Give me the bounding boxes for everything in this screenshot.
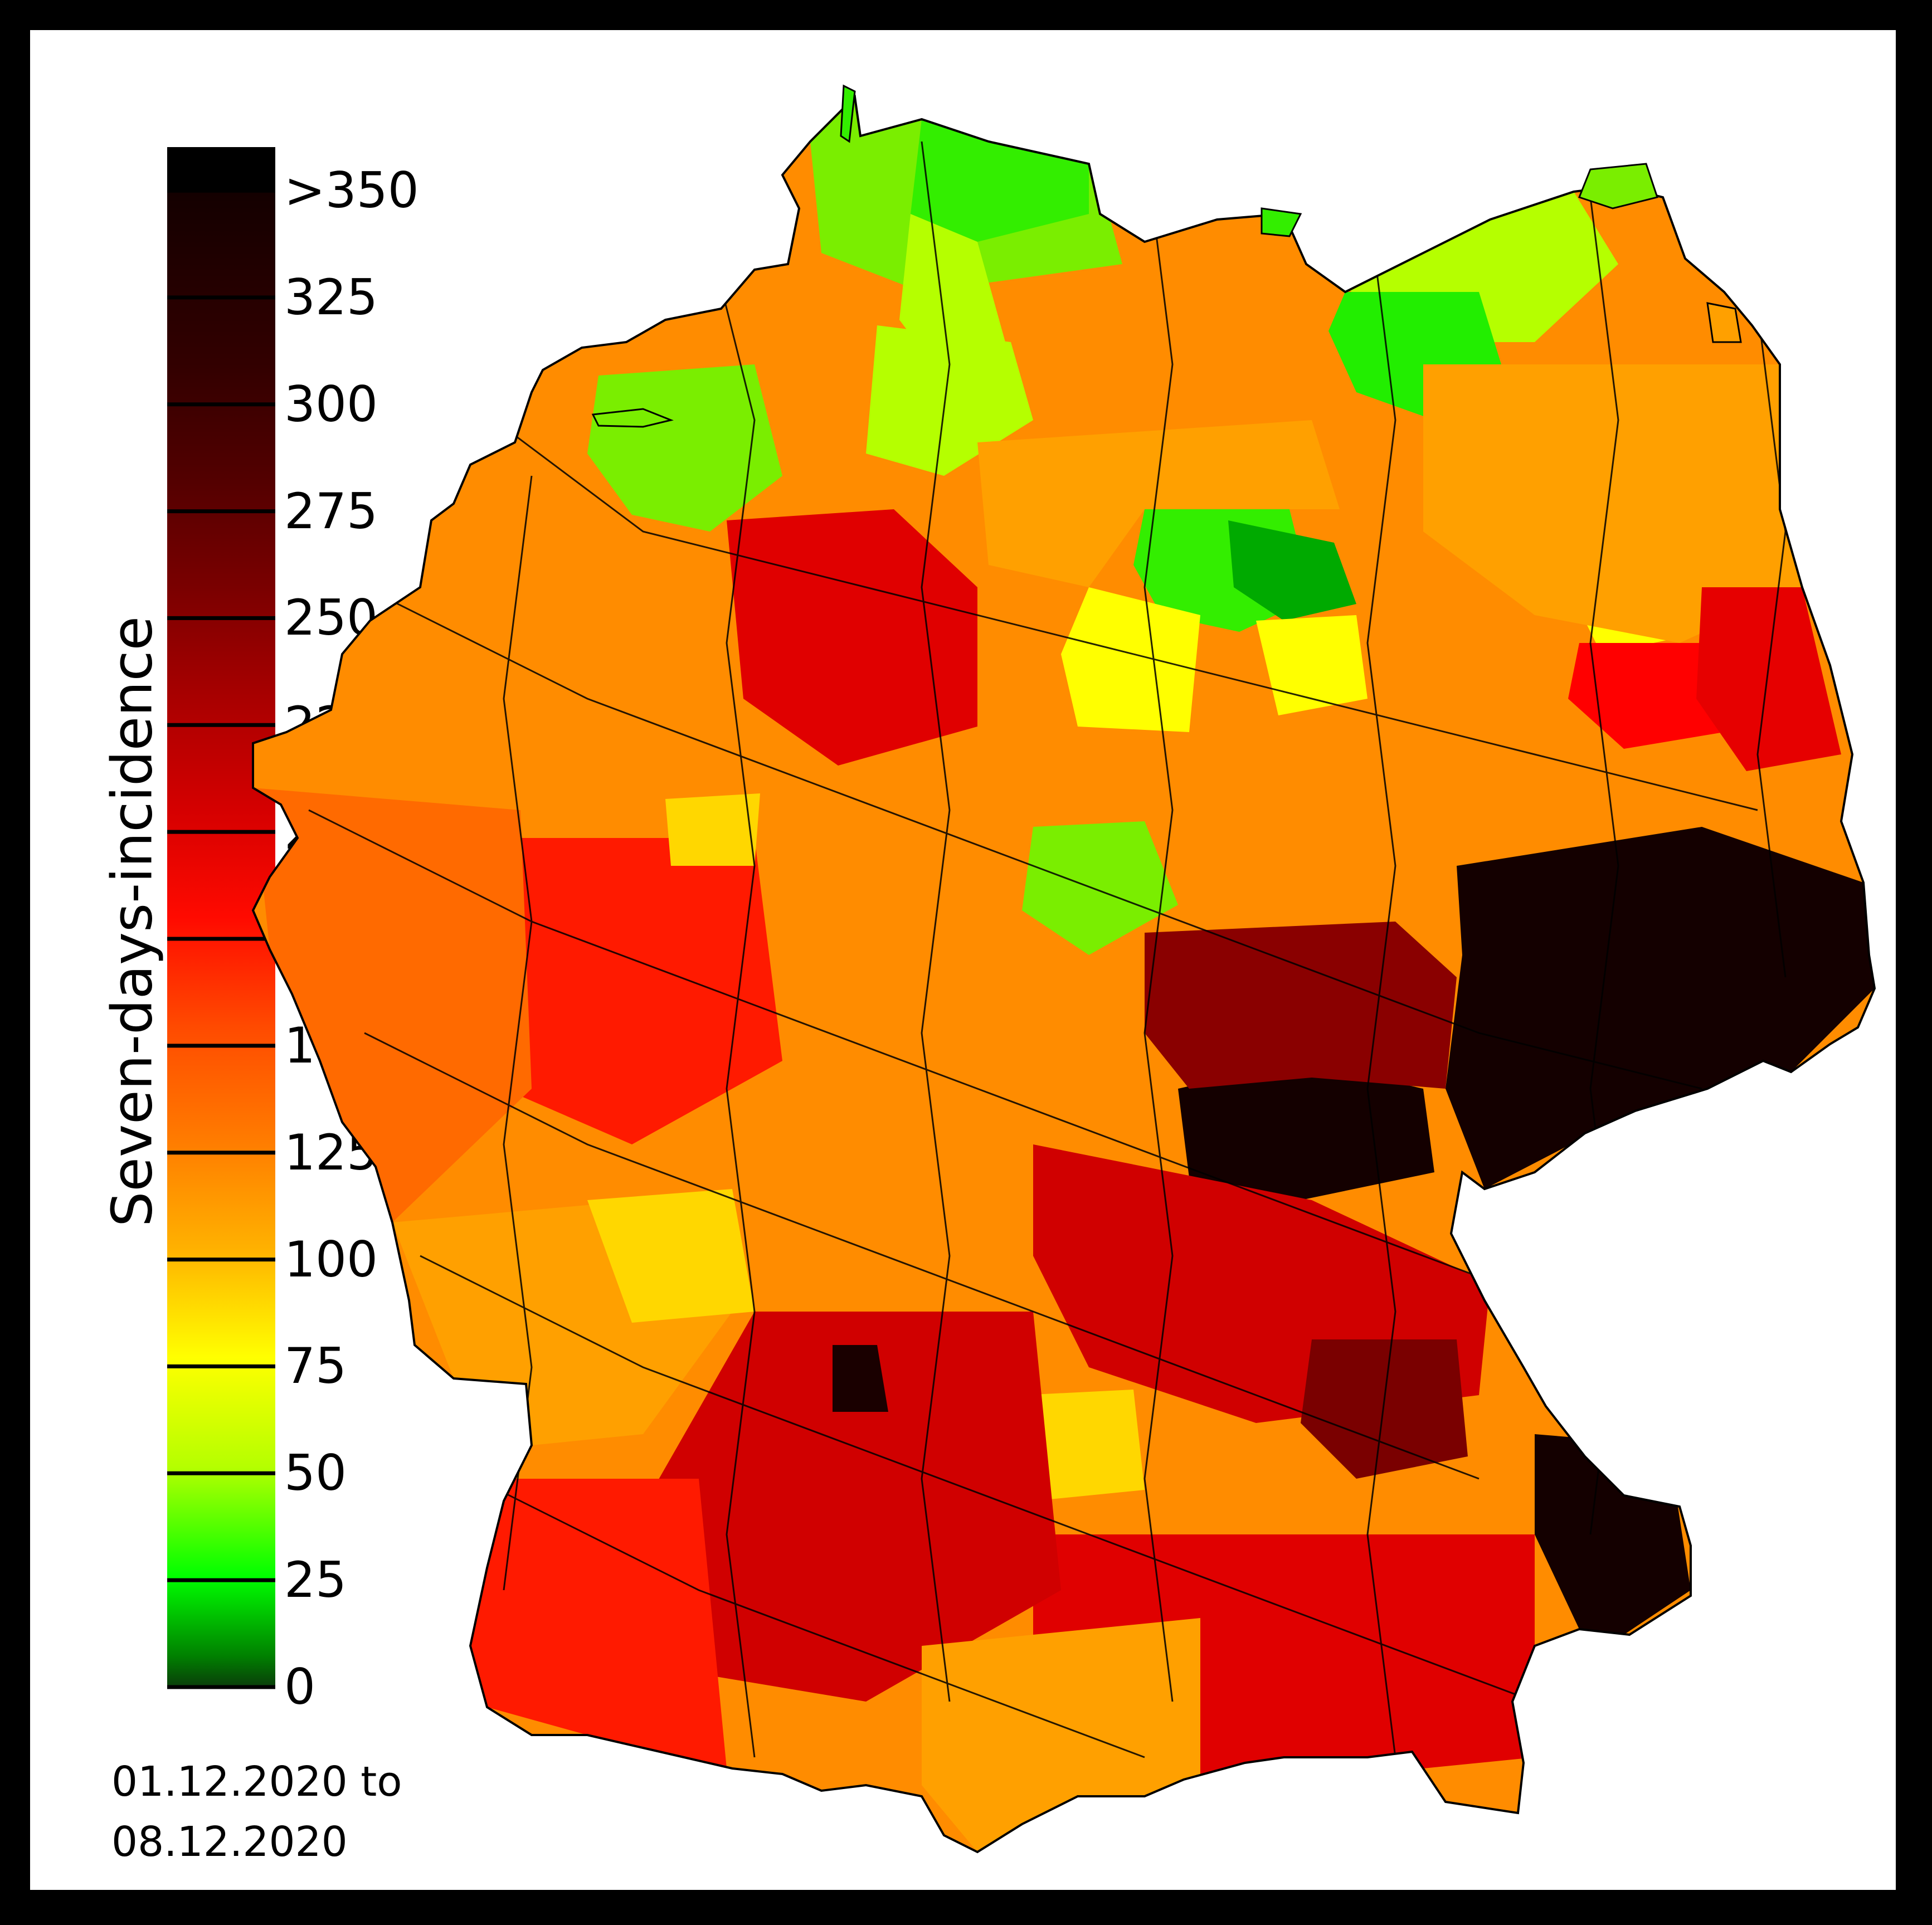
- island-fehmarn: [1261, 207, 1302, 237]
- colorbar-tick-label: 75: [284, 1337, 347, 1395]
- district-boundaries: [308, 141, 1787, 1758]
- colorbar-tick-label: 0: [284, 1658, 315, 1716]
- date-range: 01.12.2020 to 08.12.2020: [111, 1752, 402, 1872]
- region-bavaria-dark: [1301, 1339, 1468, 1479]
- region-yellow-east: [1256, 615, 1368, 715]
- region-bw-red: [643, 1312, 1061, 1702]
- island-usedom: [1706, 302, 1742, 343]
- region-saxony-extreme: [1446, 827, 1875, 1189]
- region-berlin-red: [1568, 643, 1724, 749]
- colorbar-tick-label: 325: [284, 268, 378, 326]
- island-sylt: [840, 84, 856, 143]
- region-kreis-a: [899, 214, 1005, 364]
- region-harz-dark-green: [1228, 520, 1356, 621]
- date-range-start: 01.12.2020 to: [111, 1758, 402, 1806]
- region-thuringia-extreme: [1178, 1061, 1434, 1200]
- colorbar-tick-label: 300: [284, 375, 378, 433]
- region-bavaria-yellow: [1022, 1390, 1145, 1501]
- island-north-sea: [591, 408, 674, 428]
- region-bw-south-orange: [922, 1618, 1200, 1852]
- region-lower-saxony-n: [866, 325, 1033, 476]
- region-lower-saxony-central: [977, 420, 1340, 587]
- region-lower-saxony-nw: [587, 364, 782, 532]
- date-range-end: 08.12.2020: [111, 1818, 348, 1866]
- region-bw-west: [470, 1479, 727, 1768]
- colorbar-tick-label: 25: [284, 1551, 347, 1609]
- colorbar-tick-label: 275: [284, 482, 378, 540]
- colorbar-tick-label: 50: [284, 1444, 347, 1502]
- region-east-red: [1696, 587, 1841, 771]
- figure-canvas: 0255075100125150175200225250275300325>35…: [30, 30, 1896, 1890]
- region-rlp-yellow: [587, 1189, 755, 1323]
- region-yellow-belt: [1061, 587, 1200, 732]
- region-thuringia-dark: [1145, 922, 1457, 1089]
- region-hesse-green: [1022, 821, 1178, 955]
- colorbar-tick-label: >350: [284, 162, 419, 219]
- island-ruegen: [1578, 163, 1658, 209]
- colorbar-ticks: [167, 188, 275, 1689]
- region-brandenburg-orange: [1423, 364, 1802, 643]
- region-nrw-red: [727, 509, 977, 766]
- colorbar-tick-label: 100: [284, 1230, 378, 1288]
- germany-map: [252, 84, 1876, 1853]
- region-nrw-west: [504, 838, 782, 1144]
- region-palatinate-dark: [833, 1345, 888, 1412]
- region-hesse-yellow: [665, 793, 760, 866]
